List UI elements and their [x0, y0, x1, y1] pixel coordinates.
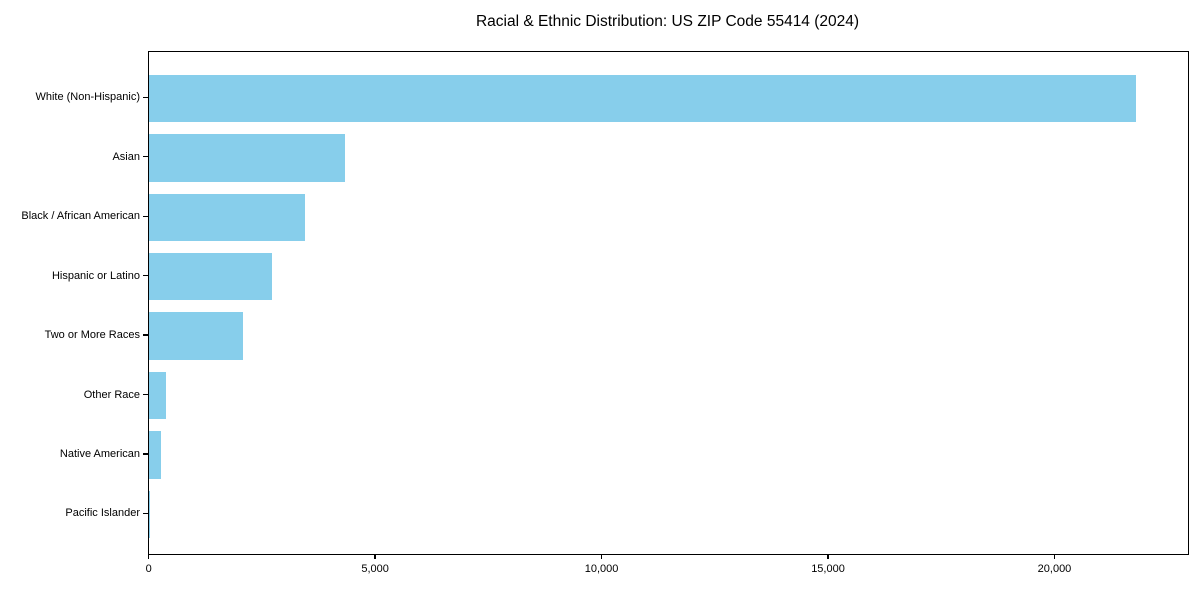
y-tick-mark	[143, 156, 148, 158]
y-tick-mark	[143, 393, 148, 396]
y-tick-label: Black / African American	[21, 210, 140, 223]
y-tick-label: Other Race	[83, 388, 140, 401]
y-tick-mark	[143, 334, 148, 336]
y-tick-label: Native American	[59, 447, 140, 460]
y-tick-mark	[143, 96, 148, 99]
y-tick-mark	[143, 453, 148, 455]
x-tick-mark	[827, 554, 829, 560]
y-tick-mark	[143, 215, 148, 217]
y-tick-label: Hispanic or Latino	[51, 269, 140, 282]
bar	[149, 252, 272, 301]
x-tick-label: 15,000	[811, 563, 845, 575]
chart-title: Racial & Ethnic Distribution: US ZIP Cod…	[475, 13, 860, 30]
x-tick-mark	[600, 554, 603, 560]
y-tick-label: Asian	[112, 150, 140, 163]
x-tick-mark	[1053, 554, 1056, 560]
y-tick-label: White (Non-Hispanic)	[35, 91, 140, 104]
x-tick-label: 20,000	[1037, 563, 1072, 575]
y-tick-mark	[143, 275, 148, 277]
bar	[149, 134, 346, 182]
bar	[149, 371, 166, 420]
x-tick-mark	[374, 554, 376, 560]
x-tick-label: 5,000	[361, 563, 389, 575]
x-tick-label: 10,000	[584, 563, 619, 575]
bar	[149, 431, 162, 479]
bar	[149, 74, 1137, 123]
x-tick-label: 0	[145, 563, 152, 575]
bar	[149, 312, 244, 360]
bar	[149, 193, 306, 241]
bar	[149, 490, 150, 539]
y-tick-label: Pacific Islander	[65, 507, 140, 520]
y-tick-label: Two or More Races	[44, 329, 140, 342]
plot-area	[148, 51, 1189, 555]
y-tick-mark	[143, 512, 148, 515]
x-tick-mark	[148, 554, 150, 560]
